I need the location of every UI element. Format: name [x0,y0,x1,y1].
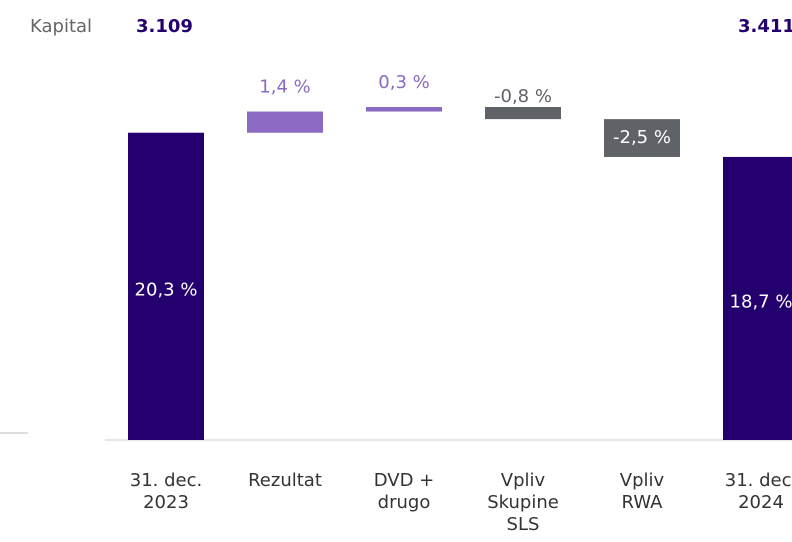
bar [604,119,680,157]
value-label: -2,5 % [613,127,671,148]
category-label: Vpliv Skupine SLS [487,470,559,535]
header-label: Kapital [30,16,93,37]
value-label: 0,3 % [378,72,429,93]
category-label: 31. dec. 2023 [129,470,203,513]
header-end: 3.411 [738,16,792,37]
category-label: 31. dec. 2024 [724,470,792,513]
category-label: Vpliv RWA [619,470,665,513]
bar [723,156,792,440]
value-label: 18,7 % [730,291,792,312]
value-label: -0,8 % [494,86,552,107]
value-label: 1,4 % [259,77,310,98]
bar [128,132,204,440]
bar [366,107,442,112]
bar [247,111,323,133]
header-start: 3.109 [136,16,193,37]
category-label: Rezultat [248,470,322,491]
value-label: 20,3 % [135,279,198,300]
bar [485,107,561,120]
category-label: DVD + drugo [373,470,435,513]
